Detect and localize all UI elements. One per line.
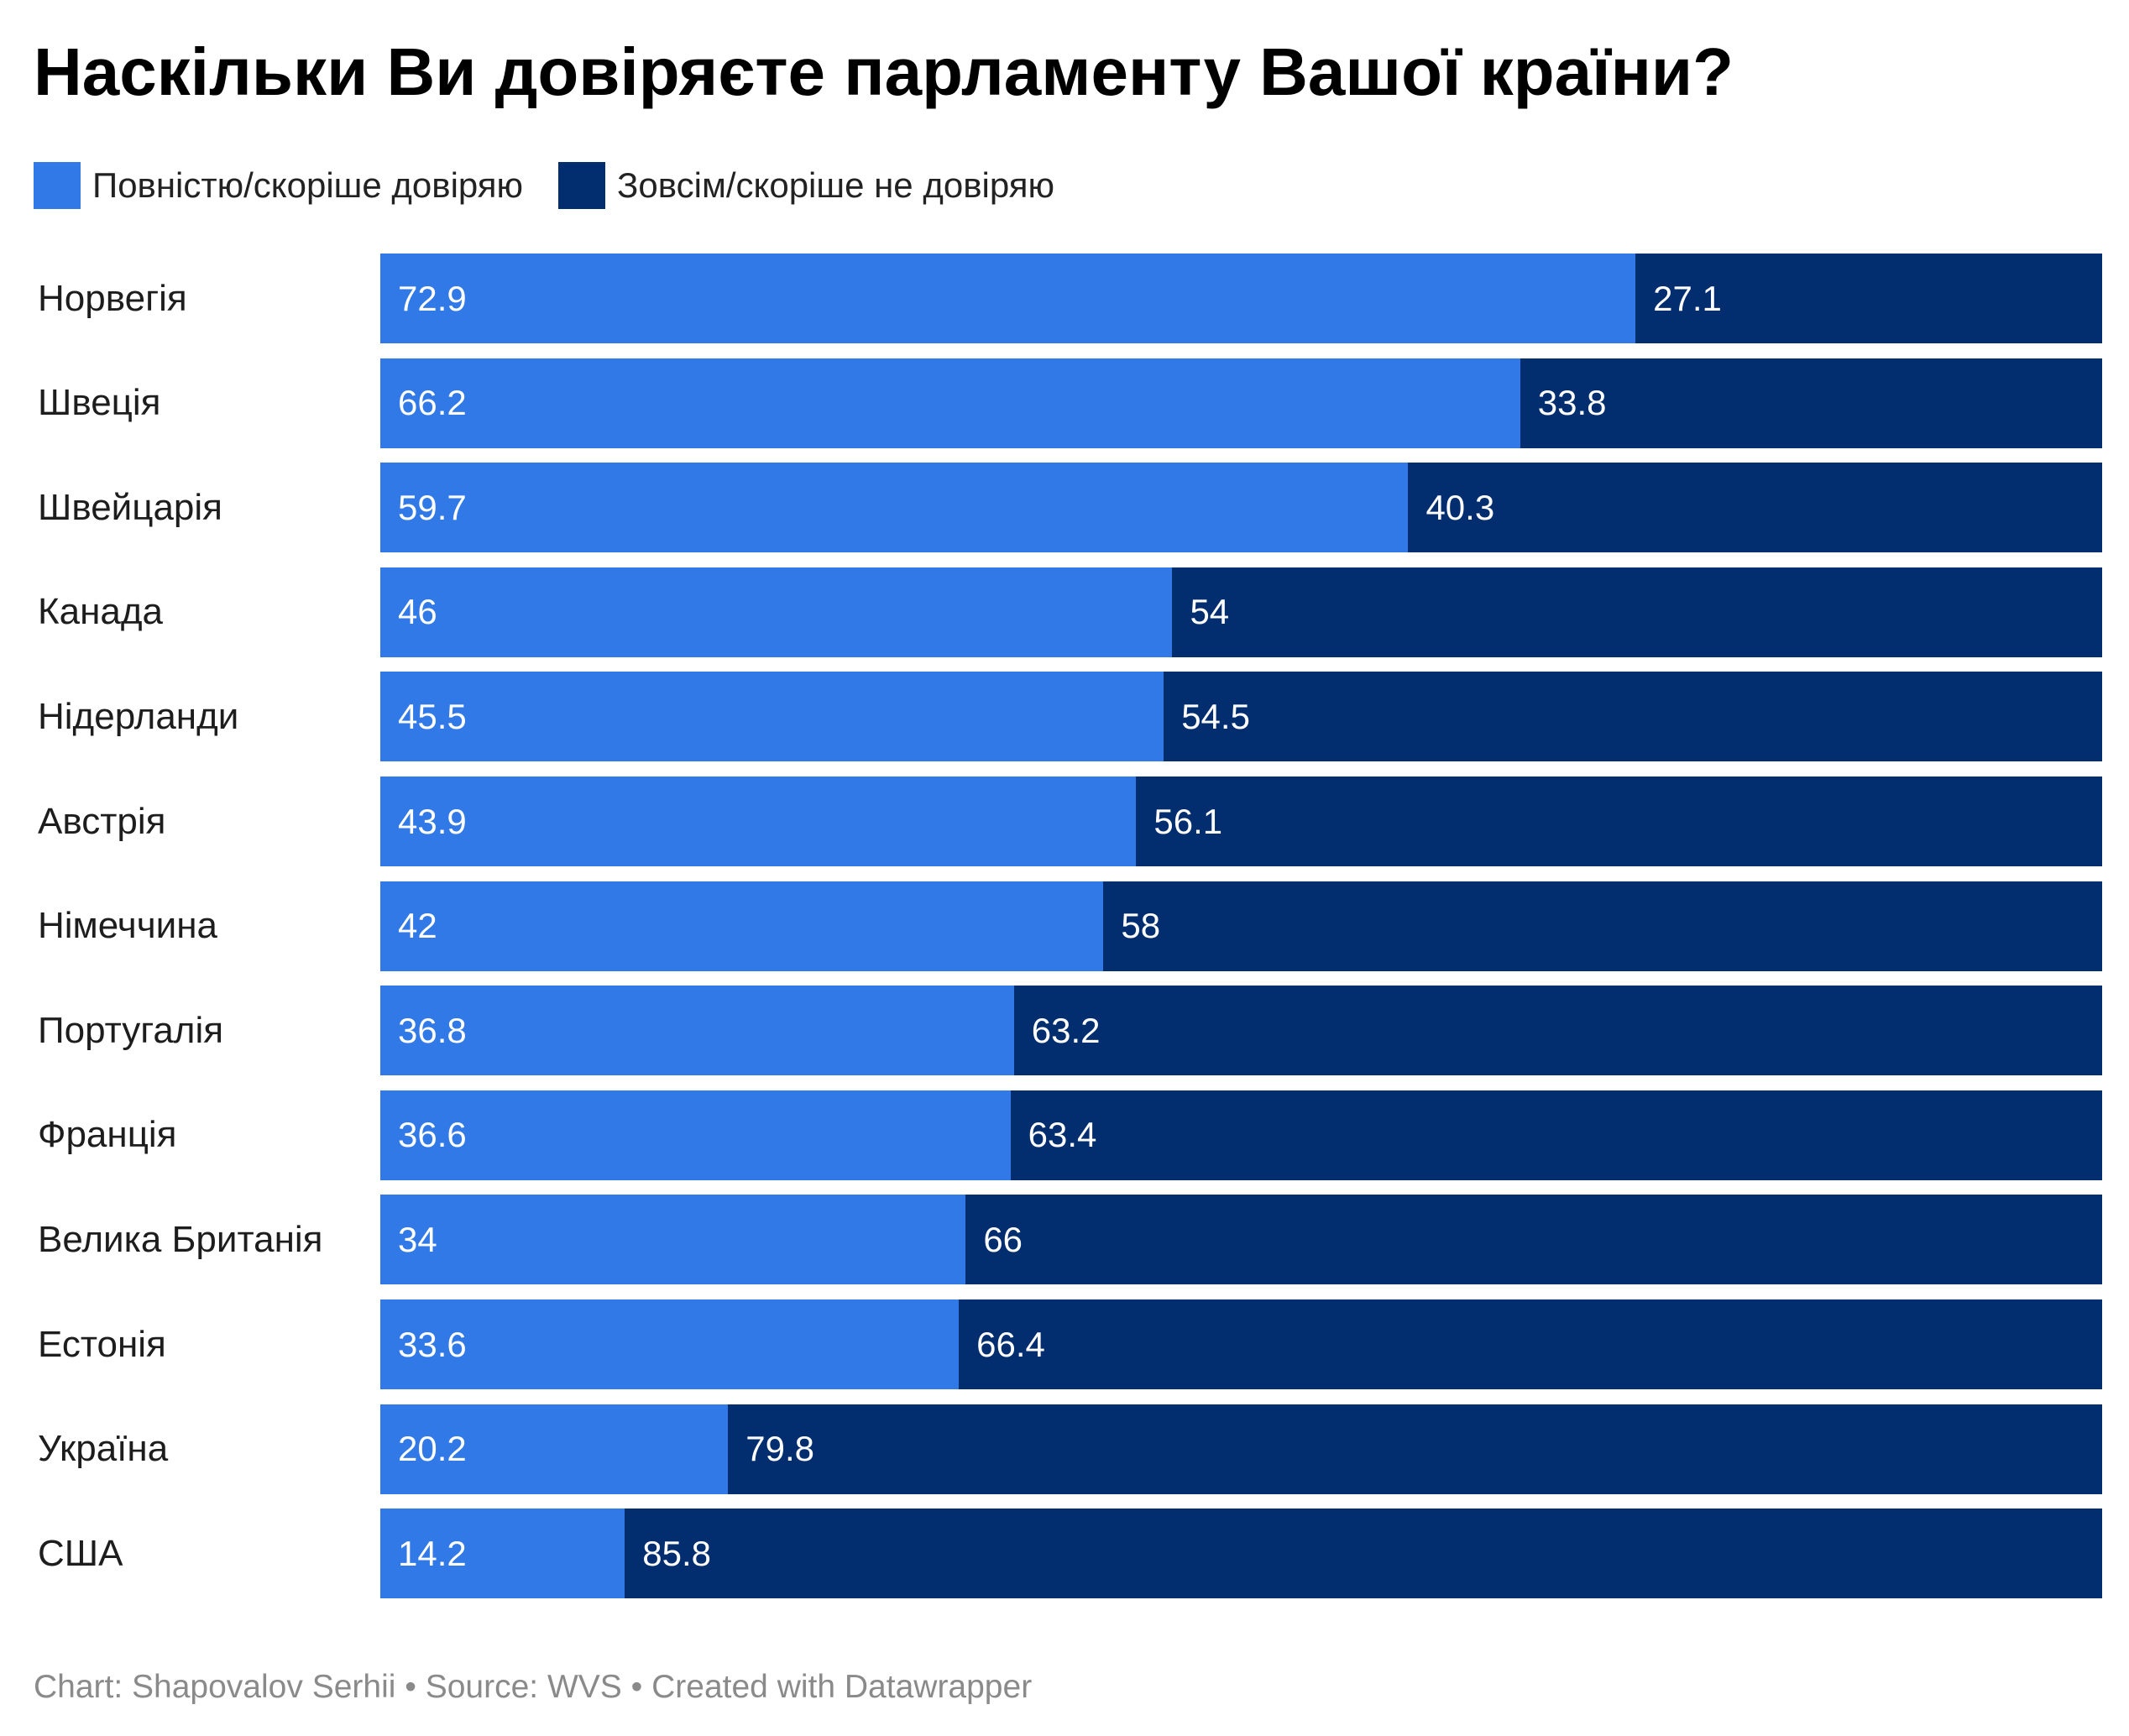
legend-swatch-distrust: [558, 162, 606, 209]
bar-distrust: [1136, 776, 2102, 866]
legend: Повністю/скоріше довіряю Зовсім/скоріше …: [34, 162, 1090, 209]
bar-trust: [380, 463, 1409, 553]
data-label: 79.8: [745, 1429, 815, 1469]
data-label: 54: [1190, 592, 1230, 632]
data-label: 72.9: [398, 278, 467, 318]
data-label: 34: [398, 1219, 437, 1259]
data-label: 63.2: [1031, 1010, 1101, 1050]
bar-trust: [380, 672, 1164, 762]
bar-trust: [380, 986, 1014, 1076]
bar-distrust: [625, 1509, 2102, 1599]
category-label: Швеція: [38, 382, 161, 424]
bar-distrust: [1103, 881, 2102, 971]
category-label: Португалія: [38, 1009, 224, 1051]
data-label: 33.6: [398, 1324, 467, 1364]
data-label: 14.2: [398, 1533, 467, 1573]
category-label: Німеччина: [38, 905, 218, 947]
data-label: 27.1: [1653, 278, 1722, 318]
category-label: Норвегія: [38, 277, 187, 319]
data-label: 66.2: [398, 383, 467, 423]
data-label: 36.8: [398, 1010, 467, 1050]
legend-label-trust: Повністю/скоріше довіряю: [92, 165, 524, 205]
data-label: 46: [398, 592, 437, 632]
data-label: 33.8: [1537, 383, 1607, 423]
data-label: 54.5: [1181, 696, 1250, 736]
bar-distrust: [1013, 986, 2102, 1076]
legend-item-distrust: Зовсім/скоріше не довіряю: [558, 162, 1054, 209]
legend-label-distrust: Зовсім/скоріше не довіряю: [617, 165, 1054, 205]
data-label: 56.1: [1153, 801, 1223, 841]
data-label: 63.4: [1028, 1115, 1097, 1155]
category-label: Канада: [38, 591, 164, 633]
bar-trust: [380, 1090, 1011, 1180]
chart-title: Наскільки Ви довіряєте парламенту Вашої …: [34, 34, 1734, 109]
data-label: 85.8: [642, 1533, 711, 1573]
bar-trust: [380, 1299, 960, 1389]
category-label: Австрія: [38, 800, 166, 842]
data-label: 59.7: [398, 487, 467, 527]
category-label: Франція: [38, 1114, 177, 1156]
bar-trust: [380, 1509, 625, 1599]
data-label: 66: [983, 1219, 1023, 1259]
data-label: 43.9: [398, 801, 467, 841]
bar-distrust: [959, 1299, 2102, 1389]
bar-trust: [380, 358, 1520, 448]
legend-item-trust: Повністю/скоріше довіряю: [34, 162, 523, 209]
category-label: Швейцарія: [38, 486, 222, 528]
bar-distrust: [1010, 1090, 2102, 1180]
bar-trust: [380, 254, 1636, 343]
chart-footer: Chart: Shapovalov Serhii • Source: WVS •…: [34, 1669, 1033, 1705]
bar-distrust: [1520, 358, 2102, 448]
category-label: Нідерланди: [38, 695, 239, 737]
data-label: 20.2: [398, 1429, 467, 1469]
bar-distrust: [1172, 567, 2102, 657]
bar-trust: [380, 1404, 729, 1494]
category-label: Велика Британія: [38, 1218, 323, 1260]
bar-distrust: [1164, 672, 2102, 762]
bar-distrust: [728, 1404, 2102, 1494]
data-label: 40.3: [1425, 487, 1495, 527]
legend-swatch-trust: [34, 162, 81, 209]
category-label: Україна: [38, 1428, 169, 1470]
bar-distrust: [965, 1195, 2102, 1285]
bar-distrust: [1635, 254, 2102, 343]
data-label: 36.6: [398, 1115, 467, 1155]
data-label: 58: [1121, 906, 1161, 946]
bar-trust: [380, 1195, 966, 1285]
category-label: Естонія: [38, 1323, 166, 1365]
category-label: США: [38, 1532, 123, 1574]
bar-trust: [380, 776, 1137, 866]
bar-trust: [380, 567, 1173, 657]
data-label: 66.4: [976, 1324, 1045, 1364]
bar-distrust: [1408, 463, 2102, 553]
data-label: 45.5: [398, 696, 467, 736]
data-label: 42: [398, 906, 437, 946]
bar-trust: [380, 881, 1104, 971]
